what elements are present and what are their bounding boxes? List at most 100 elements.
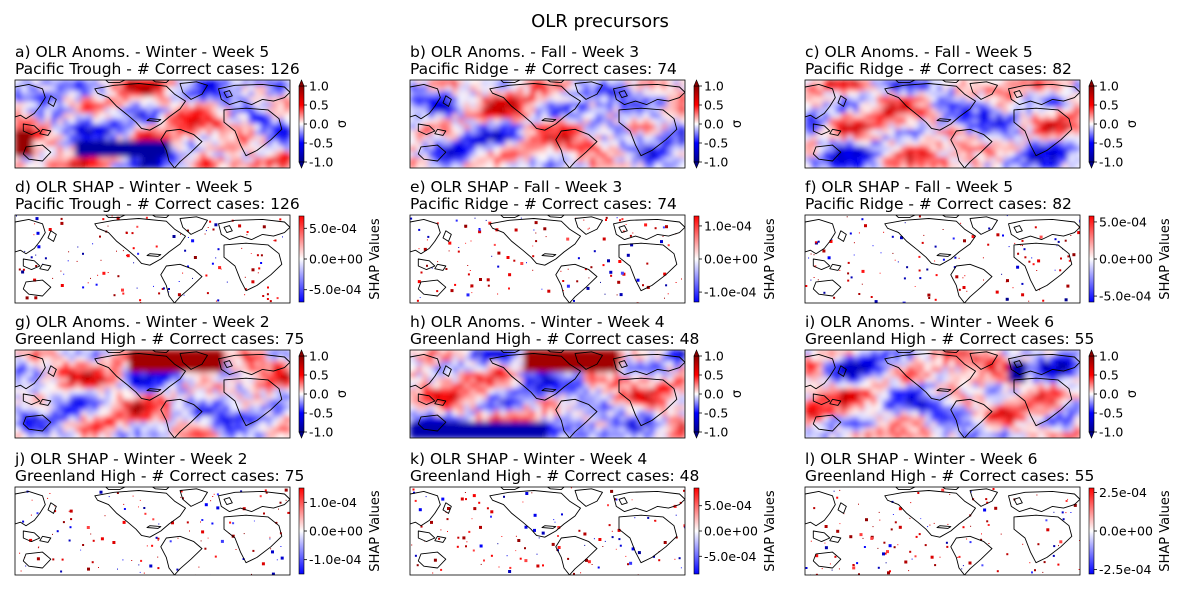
field-cell bbox=[86, 96, 94, 103]
shap-speck bbox=[479, 278, 482, 281]
field-cell bbox=[529, 107, 537, 114]
shap-speck bbox=[619, 293, 623, 297]
field-cell bbox=[990, 140, 997, 147]
field-cell bbox=[38, 410, 46, 417]
field-cell bbox=[50, 124, 58, 131]
shap-speck bbox=[983, 279, 984, 281]
field-cell bbox=[242, 146, 249, 153]
field-cell bbox=[194, 372, 201, 379]
field-cell bbox=[876, 366, 884, 373]
field-cell bbox=[134, 146, 142, 153]
field-cell bbox=[122, 129, 130, 136]
field-cell bbox=[559, 107, 567, 114]
field-cell bbox=[673, 113, 680, 120]
field-cell bbox=[517, 432, 525, 438]
field-cell bbox=[852, 118, 860, 125]
field-cell bbox=[20, 118, 28, 125]
field-cell bbox=[918, 377, 926, 384]
shap-speck bbox=[1028, 260, 1031, 263]
field-cell bbox=[577, 416, 584, 423]
field-cell bbox=[906, 410, 914, 417]
field-cell bbox=[122, 410, 130, 417]
field-cell bbox=[278, 383, 285, 390]
field-cell bbox=[68, 91, 76, 98]
field-cell bbox=[828, 405, 836, 412]
field-cell bbox=[469, 361, 477, 368]
field-cell bbox=[194, 157, 201, 164]
field-cell bbox=[1062, 399, 1069, 406]
field-cell bbox=[62, 432, 70, 438]
field-cell bbox=[134, 162, 142, 168]
field-cell bbox=[200, 388, 207, 395]
field-cell bbox=[607, 96, 614, 103]
field-cell bbox=[188, 146, 195, 153]
field-cell bbox=[876, 107, 884, 114]
field-cell bbox=[601, 96, 608, 103]
field-cell bbox=[164, 383, 172, 390]
field-cell bbox=[619, 85, 626, 92]
field-cell bbox=[583, 91, 590, 98]
field-cell bbox=[451, 388, 459, 395]
field-cell bbox=[679, 394, 685, 401]
field-cell bbox=[469, 107, 477, 114]
field-cell bbox=[559, 140, 567, 147]
field-cell bbox=[858, 157, 866, 164]
field-cell bbox=[1056, 410, 1063, 417]
field-cell bbox=[613, 361, 620, 368]
field-cell bbox=[254, 399, 261, 406]
field-cell bbox=[439, 146, 447, 153]
shap-speck bbox=[906, 266, 909, 269]
field-cell bbox=[505, 355, 513, 362]
field-cell bbox=[176, 405, 183, 412]
field-cell bbox=[194, 410, 201, 417]
field-cell bbox=[140, 135, 148, 142]
field-cell bbox=[194, 427, 201, 434]
shap-speck bbox=[576, 280, 579, 283]
field-cell bbox=[888, 124, 896, 131]
field-cell bbox=[595, 383, 602, 390]
field-cell bbox=[56, 350, 64, 357]
shap-speck bbox=[815, 241, 818, 244]
field-cell bbox=[547, 140, 555, 147]
field-cell bbox=[427, 421, 435, 428]
field-cell bbox=[637, 140, 644, 147]
field-cell bbox=[38, 394, 46, 401]
field-cell bbox=[870, 129, 878, 136]
field-cell bbox=[32, 140, 40, 147]
field-cell bbox=[475, 96, 483, 103]
field-cell bbox=[595, 85, 602, 92]
field-cell bbox=[619, 157, 626, 164]
field-cell bbox=[493, 421, 501, 428]
field-cell bbox=[852, 85, 860, 92]
field-cell bbox=[679, 383, 685, 390]
field-cell bbox=[960, 151, 968, 158]
field-cell bbox=[888, 157, 896, 164]
field-cell bbox=[487, 366, 495, 373]
field-cell bbox=[200, 372, 207, 379]
field-cell bbox=[535, 140, 543, 147]
field-cell bbox=[248, 388, 255, 395]
panel-g: g) OLR Anoms. - Winter - Week 2Greenland… bbox=[14, 313, 350, 440]
field-cell bbox=[948, 421, 956, 428]
field-cell bbox=[852, 80, 860, 87]
field-cell bbox=[158, 416, 166, 423]
field-cell bbox=[930, 410, 938, 417]
field-cell bbox=[1044, 383, 1051, 390]
field-cell bbox=[571, 102, 578, 109]
field-cell bbox=[523, 355, 531, 362]
coastline bbox=[618, 360, 628, 369]
field-cell bbox=[1026, 107, 1033, 114]
field-cell bbox=[110, 113, 118, 120]
field-cell bbox=[984, 394, 991, 401]
field-cell bbox=[595, 113, 602, 120]
field-cell bbox=[26, 85, 34, 92]
field-cell bbox=[278, 91, 285, 98]
field-cell bbox=[140, 405, 148, 412]
field-cell bbox=[158, 157, 166, 164]
field-cell bbox=[834, 135, 842, 142]
field-cell bbox=[535, 410, 543, 417]
field-cell bbox=[80, 96, 88, 103]
field-cell bbox=[661, 350, 668, 357]
shap-speck bbox=[478, 228, 481, 230]
field-cell bbox=[625, 157, 632, 164]
